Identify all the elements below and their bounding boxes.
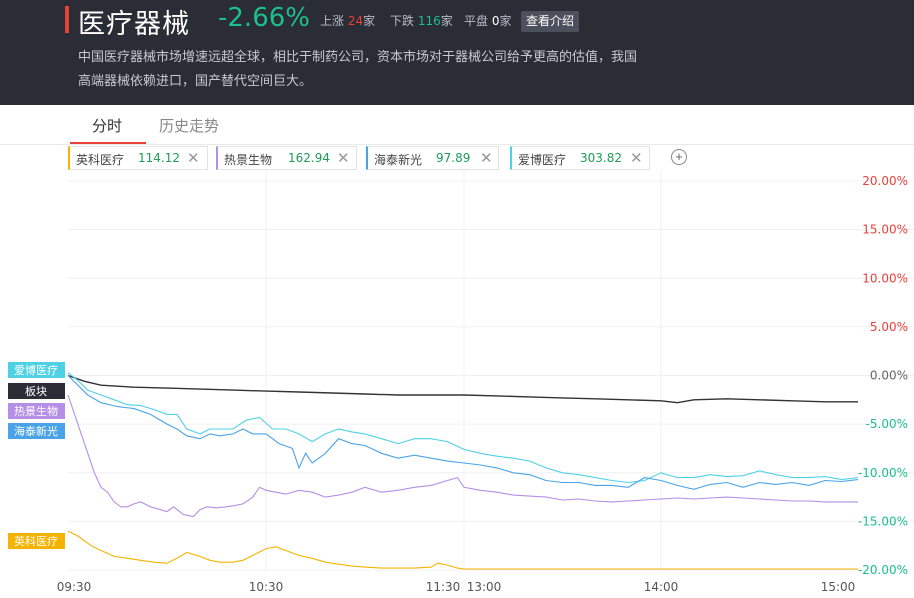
chip-value: 162.94: [288, 151, 330, 165]
close-icon[interactable]: ✕: [630, 149, 643, 167]
series-line: [67, 375, 859, 490]
active-tab-underline: [70, 142, 146, 145]
series-tag-bg: [8, 403, 65, 419]
series-line: [67, 374, 858, 404]
flat-count-stat: 平盘 0家: [464, 12, 512, 29]
down-label: 下跌: [390, 14, 415, 28]
title-accent-bar: [65, 6, 69, 33]
chip-name: 英科医疗: [76, 153, 125, 167]
y-tick-label: 0.00%: [870, 369, 908, 383]
chip-name: 爱博医疗: [518, 153, 567, 167]
tab-intraday[interactable]: 分时: [92, 117, 123, 135]
intraday-line-chart: 20.00% 15.00% 10.00% 5.00% 0.00% -5.00% -10.00…: [8, 170, 914, 594]
stock-chip-aibo[interactable]: 爱博医疗 303.82 ✕: [510, 146, 650, 170]
flat-label: 平盘: [464, 14, 489, 28]
up-count: 24: [347, 14, 364, 28]
series-tag-label: 海泰新光: [14, 424, 58, 438]
chip-value: 303.82: [580, 151, 622, 165]
sector-title: 医疗器械: [78, 9, 190, 40]
y-tick-label: 10.00%: [862, 271, 908, 285]
series-tag-bg: [8, 533, 65, 549]
y-tick-label: -5.00%: [866, 417, 908, 431]
up-unit: 家: [363, 14, 376, 28]
down-count: 116: [417, 14, 441, 28]
stock-chip-rejing[interactable]: 热景生物 162.94 ✕: [216, 146, 357, 170]
series-tag-bg: [8, 362, 65, 378]
view-intro-button[interactable]: 查看介绍: [521, 11, 580, 32]
stock-chip-haitai[interactable]: 海泰新光 97.89 ✕: [366, 146, 499, 170]
y-tick-label: 5.00%: [870, 320, 908, 334]
y-tick-label: -15.00%: [858, 514, 908, 528]
series-tag-label: 板块: [25, 384, 47, 398]
sector-header: 医疗器械 -2.66% 上涨 24家 下跌 116家 平盘 0家 查看介绍 中国…: [0, 0, 914, 105]
flat-count: 0: [491, 14, 500, 28]
up-count-stat: 上涨 24家: [320, 12, 375, 29]
series-tag-bg: [8, 423, 65, 439]
description-line-1: 中国医疗器械市场增速远超全球，相比于制药公司，资本市场对于器械公司给予更高的估值…: [78, 50, 638, 65]
description-line-2: 高端器械依赖进口，国产替代空间巨大。: [78, 74, 313, 89]
up-label: 上涨: [320, 14, 345, 28]
tabs-divider: [0, 144, 914, 145]
x-tick-label: 09:30: [57, 580, 92, 594]
flat-unit: 家: [499, 14, 512, 28]
chip-value: 114.12: [138, 151, 180, 165]
down-count-stat: 下跌 116家: [390, 12, 453, 29]
series-tag-label: 英科医疗: [14, 534, 58, 548]
stock-chip-yingke[interactable]: 英科医疗 114.12 ✕: [68, 146, 208, 170]
sector-description: 中国医疗器械市场增速远超全球，相比于制药公司，资本市场对于器械公司给予更高的估值…: [78, 46, 698, 94]
series-line: [67, 530, 858, 570]
x-tick-label: 15:00: [821, 580, 856, 594]
series-tag-label: 热景生物: [14, 404, 58, 418]
series-tag-label: 爱博医疗: [14, 363, 58, 377]
add-stock-icon[interactable]: +: [671, 149, 687, 165]
x-tick-label: 13:00: [467, 580, 502, 594]
sector-change: -2.66%: [218, 3, 310, 33]
close-icon[interactable]: ✕: [480, 149, 493, 167]
x-tick-label: 10:30: [249, 580, 284, 594]
tab-history[interactable]: 历史走势: [159, 117, 220, 135]
close-icon[interactable]: ✕: [187, 149, 200, 167]
down-unit: 家: [440, 14, 453, 28]
y-tick-label: 20.00%: [862, 174, 908, 188]
series-line: [67, 394, 858, 518]
x-tick-label: 11:30: [426, 580, 461, 594]
y-tick-label: -10.00%: [858, 466, 908, 480]
chip-name: 海泰新光: [374, 153, 423, 167]
y-tick-label: 15.00%: [862, 223, 908, 237]
chip-value: 97.89: [436, 151, 471, 165]
chip-name: 热景生物: [224, 153, 273, 167]
x-tick-label: 14:00: [644, 580, 679, 594]
y-tick-label: -20.00%: [858, 563, 908, 577]
series-tag-bg: [8, 383, 65, 399]
close-icon[interactable]: ✕: [337, 149, 350, 167]
series-line: [67, 372, 859, 484]
